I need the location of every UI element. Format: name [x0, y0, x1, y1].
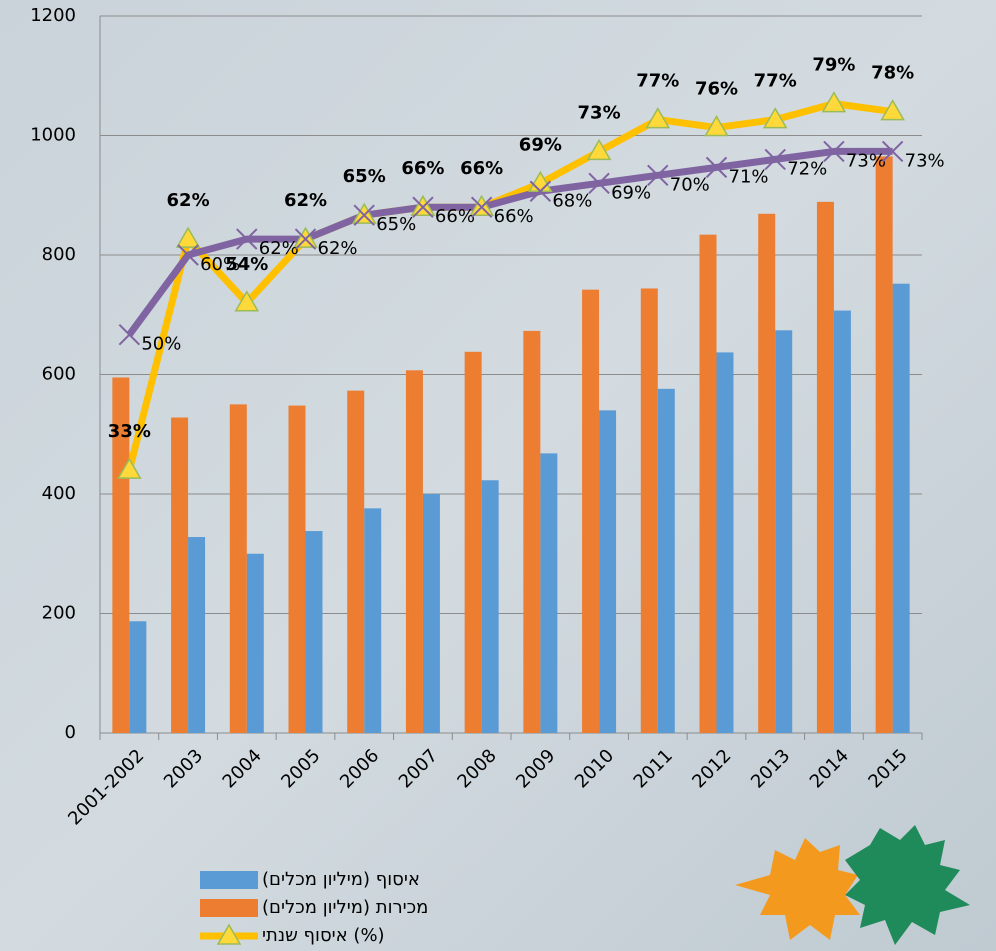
bar [775, 330, 792, 733]
bar [364, 508, 381, 733]
data-label: 65% [343, 166, 386, 187]
bar [876, 156, 893, 733]
y-tick-label: 800 [42, 244, 76, 265]
bar [893, 284, 910, 733]
bar [658, 389, 675, 733]
bar [582, 290, 599, 733]
data-label: 72% [787, 158, 827, 179]
bar [465, 352, 482, 733]
data-label: 71% [729, 166, 769, 187]
legend-label: איסוף שנתי (%) [262, 925, 385, 946]
y-tick-label: 1000 [30, 125, 76, 146]
bar [599, 410, 616, 733]
data-label: 77% [754, 71, 797, 92]
bar [406, 370, 423, 733]
chart: 0200400600800100012002001-20022003200420… [0, 0, 996, 951]
data-label: 62% [259, 238, 299, 259]
bar [306, 531, 323, 733]
data-label: 50% [141, 334, 181, 355]
bar [700, 235, 717, 733]
data-label: 62% [318, 238, 358, 259]
bar [289, 406, 306, 733]
y-tick-label: 1200 [30, 5, 76, 26]
bar [817, 202, 834, 733]
data-label: 73% [846, 150, 886, 171]
data-label: 76% [695, 79, 738, 100]
y-tick-label: 400 [42, 483, 76, 504]
data-label: 62% [284, 190, 327, 211]
bar [188, 537, 205, 733]
y-tick-label: 200 [42, 603, 76, 624]
data-label: 70% [670, 174, 710, 195]
data-label: 69% [519, 134, 562, 155]
data-label: 66% [401, 158, 444, 179]
data-label: 60% [200, 254, 240, 275]
bar [717, 352, 734, 733]
bar [540, 453, 557, 733]
data-label: 73% [578, 102, 621, 123]
bar [482, 480, 499, 733]
y-tick-label: 0 [65, 722, 76, 743]
legend-label: מכירות (מיליון מכלים) [262, 897, 428, 918]
data-label: 79% [812, 55, 855, 76]
data-label: 69% [611, 182, 651, 203]
data-label: 33% [108, 421, 151, 442]
data-label: 78% [871, 63, 914, 84]
data-label: 66% [460, 158, 503, 179]
bar [641, 288, 658, 733]
bar [834, 311, 851, 733]
bar [758, 214, 775, 733]
data-label: 66% [494, 206, 534, 227]
data-label: 77% [636, 71, 679, 92]
data-label: 62% [167, 190, 210, 211]
legend-swatch [200, 899, 258, 917]
data-label: 66% [435, 206, 475, 227]
page: 0200400600800100012002001-20022003200420… [0, 0, 996, 951]
bar [230, 404, 247, 733]
legend-swatch [200, 871, 258, 889]
bar [129, 621, 146, 733]
bar [171, 418, 188, 733]
data-label: 73% [905, 150, 945, 171]
bar [423, 494, 440, 733]
bar [247, 554, 264, 733]
data-label: 68% [552, 190, 592, 211]
y-tick-label: 600 [42, 364, 76, 385]
bar [347, 391, 364, 733]
data-label: 65% [376, 214, 416, 235]
bar [523, 331, 540, 733]
legend-label: איסוף (מיליון מכלים) [262, 869, 420, 890]
